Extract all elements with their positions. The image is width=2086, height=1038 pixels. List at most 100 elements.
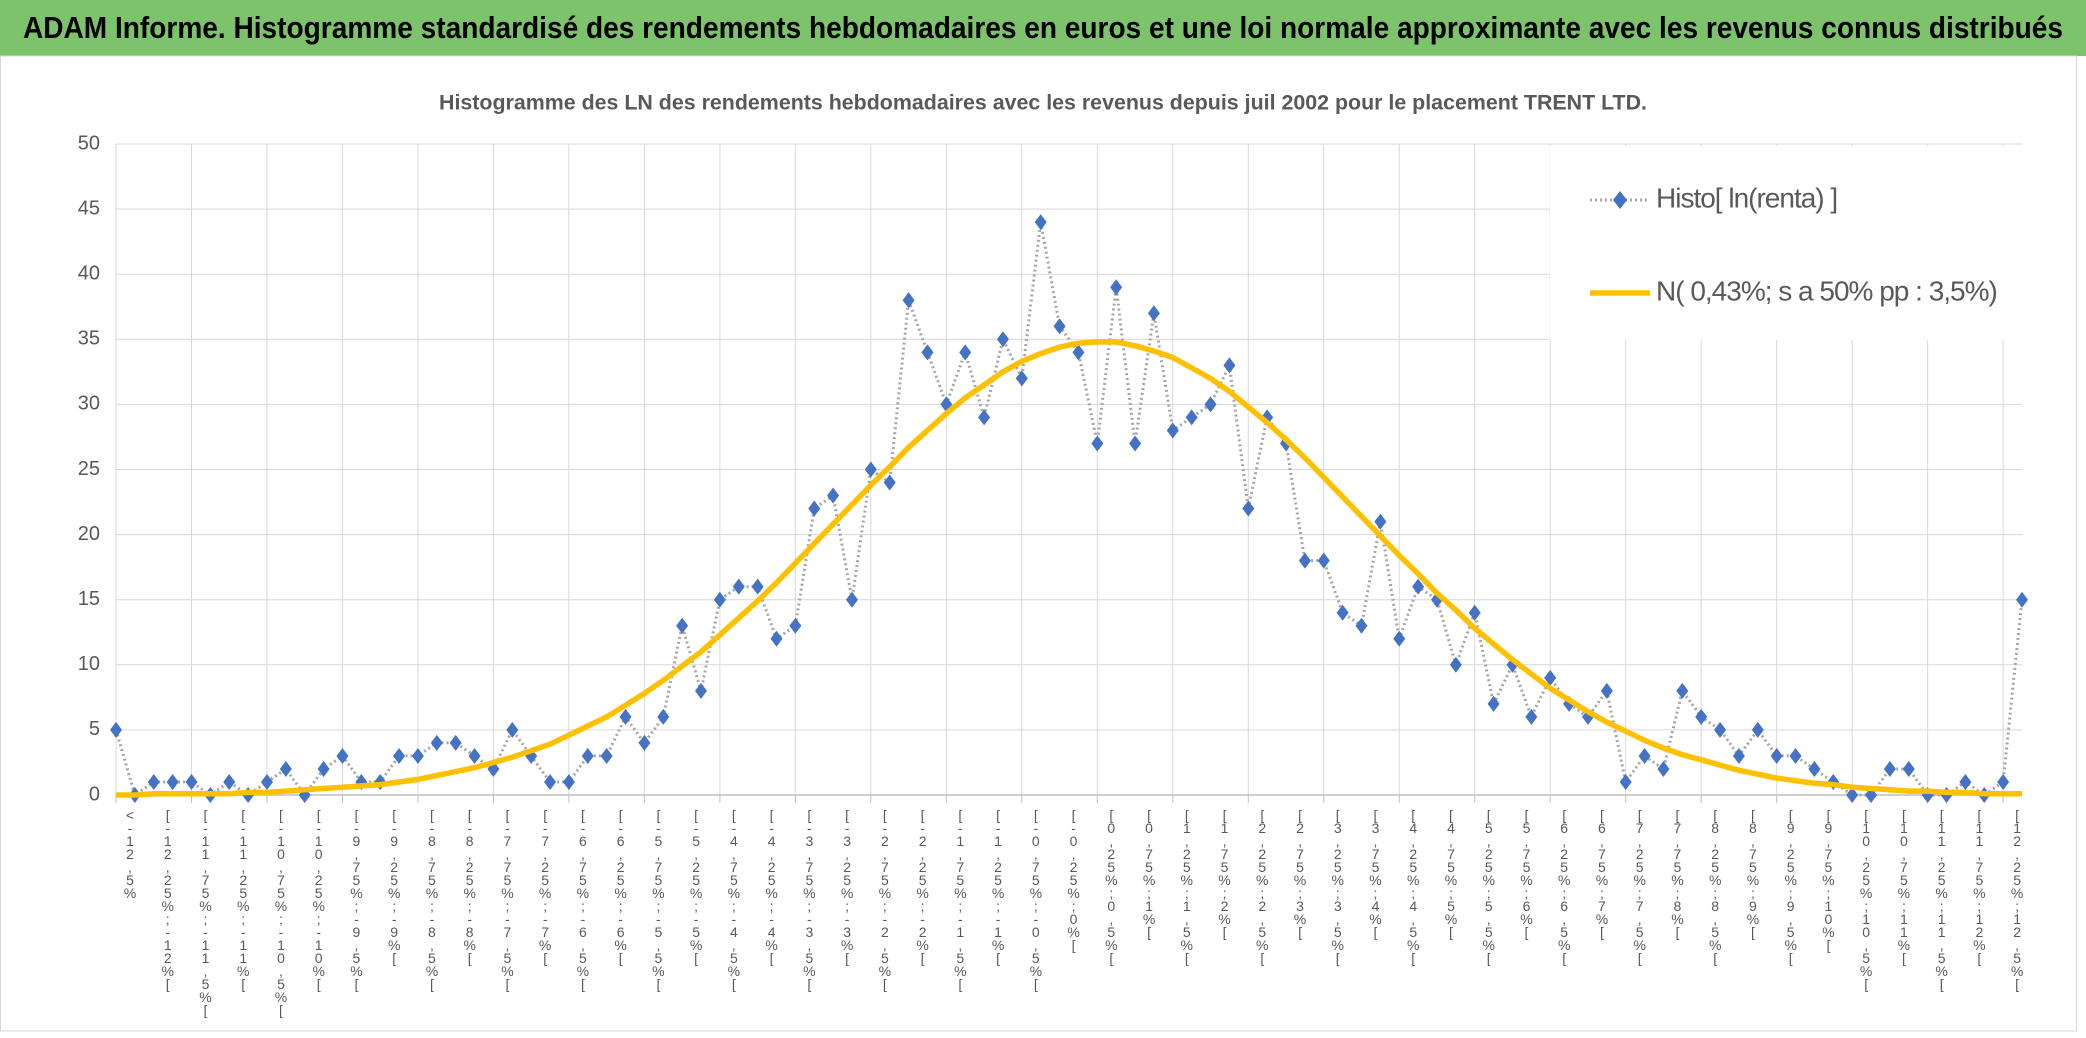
data-point bbox=[1129, 435, 1142, 452]
data-point bbox=[411, 747, 424, 764]
data-point bbox=[619, 708, 632, 725]
x-tick-label: [-3,75%;-3,5%[ bbox=[801, 807, 817, 992]
x-tick-label: [6,25%;6,5%[ bbox=[1556, 807, 1572, 966]
data-point bbox=[1034, 214, 1047, 231]
data-point bbox=[827, 487, 840, 504]
data-point bbox=[1544, 669, 1557, 686]
data-point bbox=[185, 773, 198, 790]
y-tick-label: 15 bbox=[78, 588, 100, 610]
data-point bbox=[676, 617, 689, 634]
data-point bbox=[1355, 617, 1368, 634]
x-tick-label: [8,75%;9%[ bbox=[1745, 807, 1761, 940]
data-point bbox=[336, 747, 349, 764]
y-tick-label: 50 bbox=[78, 132, 100, 154]
x-tick-label: [3,75%;4%[ bbox=[1368, 807, 1384, 940]
data-point bbox=[1223, 357, 1236, 374]
x-tick-label: [-10,25%;-10%[ bbox=[311, 807, 327, 992]
data-point bbox=[864, 461, 877, 478]
data-point bbox=[978, 409, 991, 426]
data-point bbox=[1468, 604, 1481, 621]
data-point bbox=[808, 500, 821, 517]
data-point bbox=[770, 630, 783, 647]
x-tick-label: [9,25%;9,5%[ bbox=[1783, 807, 1799, 966]
data-point bbox=[1808, 760, 1821, 777]
x-tick-label: [11,25%;11,5%[ bbox=[1934, 807, 1950, 992]
data-point bbox=[147, 773, 160, 790]
x-tick-label: [-1,25%;-1%[ bbox=[990, 807, 1006, 966]
data-point bbox=[1997, 773, 2010, 790]
data-point bbox=[1902, 760, 1915, 777]
data-point bbox=[1714, 721, 1727, 738]
legend-label: Histo[ ln(renta) ] bbox=[1656, 182, 1837, 213]
x-tick-label: [-4,75%;-4,5%[ bbox=[726, 807, 742, 992]
data-point bbox=[449, 734, 462, 751]
data-point bbox=[883, 474, 896, 491]
y-tick-label: 10 bbox=[78, 653, 100, 675]
data-point bbox=[1185, 409, 1198, 426]
data-point bbox=[1789, 747, 1802, 764]
y-tick-label: 45 bbox=[78, 197, 100, 219]
x-tick-label: [4,25%;4,5%[ bbox=[1405, 807, 1421, 966]
x-tick-label: [-12,25%;-12%[ bbox=[160, 807, 176, 992]
x-tick-label: [10,75%;11%[ bbox=[1896, 807, 1912, 966]
x-tick-label: [-11,75%;-11,5%[ bbox=[197, 807, 213, 1018]
x-tick-label: [11,75%;12%[ bbox=[1971, 807, 1987, 966]
data-point bbox=[695, 682, 708, 699]
chart-title: Histogramme des LN des rendements hebdom… bbox=[439, 92, 1647, 115]
x-tick-label: [-7,75%;-7,5%[ bbox=[499, 807, 515, 992]
x-tick-label: [8,25%;8,5%[ bbox=[1707, 807, 1723, 966]
data-point bbox=[1336, 604, 1349, 621]
data-point bbox=[468, 747, 481, 764]
x-tick-label: [-9,25%;-9%[ bbox=[386, 807, 402, 966]
data-point bbox=[1091, 435, 1104, 452]
x-tick-label: [-5,25%;-5%[ bbox=[688, 807, 704, 966]
data-point bbox=[166, 773, 179, 790]
data-point bbox=[1619, 773, 1632, 790]
data-point bbox=[1449, 656, 1462, 673]
data-point bbox=[1638, 747, 1651, 764]
x-tick-label: [-10,75%;-10,5%[ bbox=[273, 807, 289, 1018]
data-point bbox=[959, 344, 972, 361]
x-tick-label: [2,25%;2,5%[ bbox=[1254, 807, 1270, 966]
header-bar bbox=[0, 0, 2086, 56]
data-point bbox=[430, 734, 443, 751]
data-point bbox=[393, 747, 406, 764]
x-tick-label: [-3,25%;-3%[ bbox=[839, 807, 855, 966]
data-point bbox=[1525, 708, 1538, 725]
x-tick-label: [-2,25%;-2%[ bbox=[915, 807, 931, 966]
legend-marker bbox=[1613, 191, 1627, 209]
y-tick-label: 0 bbox=[89, 783, 100, 805]
y-tick-label: 40 bbox=[78, 262, 100, 284]
x-tick-label: [-6,75%;-6,5%[ bbox=[575, 807, 591, 992]
x-tick-label: [-8,25%;-8%[ bbox=[462, 807, 478, 966]
y-tick-label: 5 bbox=[89, 718, 100, 740]
data-point bbox=[506, 721, 519, 738]
data-point bbox=[1770, 747, 1783, 764]
page-title: ADAM Informe. Histogramme standardisé de… bbox=[23, 10, 2063, 45]
data-point bbox=[1695, 708, 1708, 725]
x-tick-label: [0,25%;0,5%[ bbox=[1103, 807, 1119, 966]
data-point bbox=[1751, 721, 1764, 738]
data-point bbox=[581, 747, 594, 764]
x-tick-label: [1,25%;1,5%[ bbox=[1179, 807, 1195, 966]
legend-label: N( 0,43%; s a 50% pp : 3,5%) bbox=[1656, 275, 1997, 306]
y-tick-label: 20 bbox=[78, 523, 100, 545]
data-point bbox=[279, 760, 292, 777]
x-tick-label: [5,25%;5,5%[ bbox=[1481, 807, 1497, 966]
data-point bbox=[1846, 787, 1859, 803]
data-point bbox=[1487, 695, 1500, 712]
data-point bbox=[1732, 747, 1745, 764]
x-tick-label: [9,75%;10%[ bbox=[1820, 807, 1836, 953]
x-tick-label: [10,25%;10,5%[ bbox=[1858, 807, 1874, 992]
data-point bbox=[638, 734, 651, 751]
data-point bbox=[921, 344, 934, 361]
data-point bbox=[1317, 552, 1330, 569]
x-tick-label: [-6,25%;-6%[ bbox=[613, 807, 629, 966]
x-tick-label: [0,75%;1%[ bbox=[1141, 807, 1157, 940]
data-point bbox=[562, 773, 575, 790]
x-tick-label: [-11,25%;-11%[ bbox=[235, 807, 251, 992]
data-point bbox=[260, 773, 273, 790]
data-point bbox=[751, 578, 764, 595]
data-point bbox=[996, 331, 1009, 348]
